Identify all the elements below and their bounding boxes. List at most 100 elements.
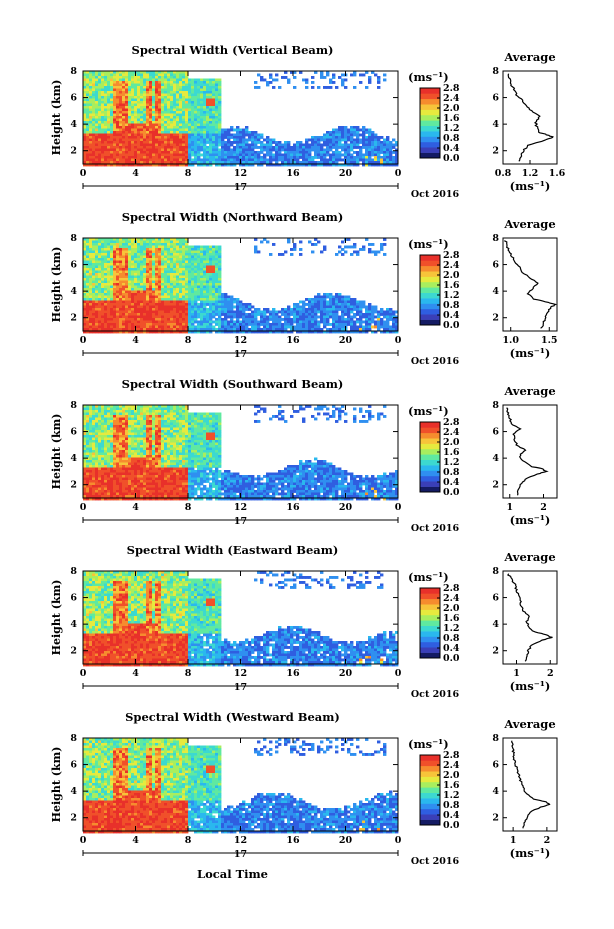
y-tick-label: 4	[70, 119, 77, 130]
heatmap-cell	[362, 158, 366, 162]
heatmap-cell	[146, 81, 150, 84]
heatmap-cell	[194, 88, 198, 92]
heatmap-cell	[149, 141, 153, 144]
heatmap-cell	[95, 133, 99, 137]
heatmap-cell	[107, 328, 111, 331]
heatmap-cell	[149, 280, 153, 284]
heatmap-cell	[134, 308, 138, 311]
heatmap-cell	[230, 133, 234, 137]
heatmap-cell	[344, 318, 348, 321]
heatmap-cell	[299, 325, 303, 329]
heatmap-cell	[317, 138, 321, 142]
heatmap-cell	[161, 313, 165, 316]
heatmap-cell	[239, 146, 243, 149]
heatmap-cell	[188, 143, 192, 147]
heatmap-cell	[212, 255, 216, 259]
heatmap-cell	[368, 76, 372, 79]
heatmap-cell	[245, 151, 249, 154]
heatmap-cell	[386, 146, 390, 149]
heatmap-cell	[113, 305, 117, 309]
heatmap-cell	[335, 151, 339, 154]
heatmap-cell	[272, 328, 276, 331]
heatmap-cell	[110, 101, 114, 104]
heatmap-cell	[179, 248, 183, 251]
heatmap-cell	[185, 143, 189, 147]
heatmap-cell	[167, 123, 171, 127]
heatmap-cell	[137, 91, 141, 94]
heatmap-cell	[347, 163, 351, 167]
heatmap-cell	[266, 151, 270, 154]
heatmap-cell	[89, 263, 93, 266]
heatmap-cell	[197, 123, 201, 127]
heatmap-cell	[215, 305, 219, 309]
heatmap-cell	[122, 148, 126, 152]
heatmap-cell	[215, 101, 219, 104]
heatmap-cell	[281, 146, 285, 149]
heatmap-cell	[104, 318, 108, 321]
heatmap-cell	[143, 280, 147, 284]
heatmap-cell	[332, 153, 336, 157]
heatmap-cell	[125, 238, 129, 241]
heatmap-cell	[161, 78, 165, 82]
heatmap-cell	[188, 123, 192, 127]
heatmap-cell	[131, 88, 135, 92]
heatmap-cell	[83, 163, 87, 167]
heatmap-cell	[167, 116, 171, 119]
heatmap-cell	[104, 146, 108, 149]
heatmap-cell	[374, 73, 378, 77]
heatmap-cell	[116, 116, 120, 119]
heatmap-cell	[368, 250, 372, 254]
heatmap-cell	[101, 278, 105, 281]
heatmap-cell	[152, 275, 156, 279]
heatmap-cell	[188, 83, 192, 87]
heatmap-cell	[116, 103, 120, 107]
heatmap-cell	[215, 141, 219, 144]
heatmap-cell	[212, 83, 216, 87]
heatmap-cell	[188, 133, 192, 137]
heatmap-cell	[113, 330, 117, 334]
heatmap-cell	[200, 148, 204, 152]
heatmap-cell	[275, 163, 279, 167]
heatmap-cell	[185, 240, 189, 244]
heatmap-cell	[236, 310, 240, 314]
heatmap-cell	[146, 138, 150, 142]
heatmap-cell	[203, 320, 207, 324]
heatmap-cell	[200, 163, 204, 167]
heatmap-cell	[209, 278, 213, 281]
heatmap-cell	[206, 111, 210, 114]
heatmap-cell	[155, 153, 159, 157]
heatmap-cell	[191, 323, 195, 326]
heatmap-cell	[296, 310, 300, 314]
heatmap-cell	[86, 121, 90, 124]
heatmap-cell	[110, 76, 114, 79]
heatmap-cell	[92, 128, 96, 132]
heatmap-cell	[347, 238, 351, 241]
heatmap-cell	[107, 108, 111, 112]
heatmap-cell	[218, 143, 222, 147]
heatmap-cell	[302, 146, 306, 149]
heatmap-cell	[278, 153, 282, 157]
heatmap-cell	[134, 293, 138, 296]
heatmap-cell	[83, 151, 87, 154]
heatmap-cell	[122, 136, 126, 139]
heatmap-cell	[353, 323, 357, 326]
heatmap-cell	[209, 156, 213, 159]
heatmap-cell	[137, 250, 141, 254]
heatmap-cell	[149, 93, 153, 97]
heatmap-cell	[122, 156, 126, 159]
heatmap-cell	[155, 146, 159, 149]
heatmap-cell	[158, 113, 162, 117]
heatmap-cell	[158, 96, 162, 99]
heatmap-cell	[176, 143, 180, 147]
heatmap-cell	[215, 293, 219, 296]
heatmap-cell	[338, 158, 342, 162]
heatmap-cell	[296, 318, 300, 321]
heatmap-cell	[245, 303, 249, 306]
heatmap-cell	[98, 146, 102, 149]
heatmap-cell	[116, 318, 120, 321]
heatmap-cell	[98, 265, 102, 269]
heatmap-cell	[167, 293, 171, 296]
heatmap-cell	[137, 313, 141, 316]
heatmap-cell	[332, 156, 336, 159]
heatmap-cell	[314, 325, 318, 329]
